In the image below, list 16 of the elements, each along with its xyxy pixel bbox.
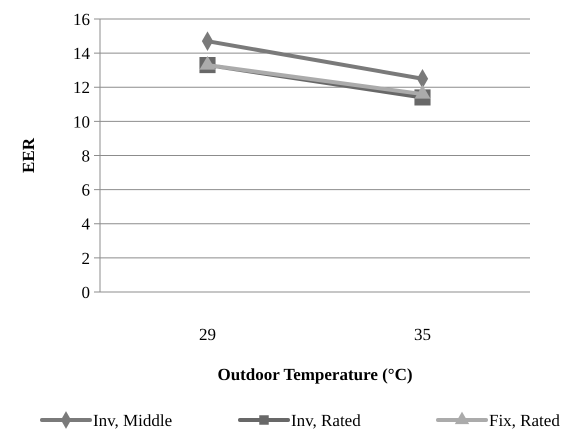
y-tick-label: 10 [73,112,90,132]
x-axis-title: Outdoor Temperature (°C) [217,365,413,384]
legend-label: Inv, Rated [291,410,362,430]
y-tick-label: 16 [73,10,90,29]
x-tick-label: 29 [199,325,216,344]
y-axis-title: EER [19,137,38,173]
y-tick-label: 4 [82,214,90,234]
y-tick-label: 12 [73,78,90,98]
x-tick-label: 35 [414,325,431,344]
legend-label: Fix, Rated [489,410,560,430]
y-tick-label: 0 [82,282,90,302]
y-tick-label: 6 [82,180,90,200]
y-tick-label: 8 [82,146,90,166]
y-tick-label: 14 [73,44,90,64]
y-tick-label: 2 [82,248,90,268]
legend-label: Inv, Middle [93,410,172,430]
